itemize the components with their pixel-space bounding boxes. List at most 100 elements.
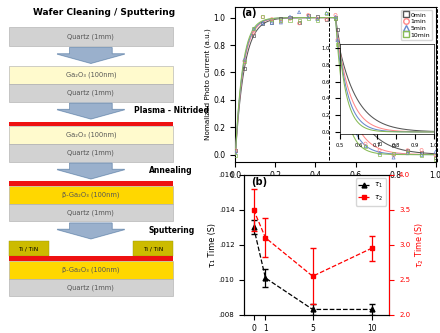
Point — [332, 15, 339, 21]
Point — [334, 27, 341, 32]
Point — [376, 148, 383, 153]
Point — [304, 12, 312, 18]
Polygon shape — [57, 163, 125, 179]
Point — [348, 91, 355, 96]
Point — [314, 14, 321, 19]
Point — [432, 155, 439, 160]
Point — [418, 147, 425, 153]
Point — [334, 42, 341, 47]
Point — [418, 153, 425, 158]
Point — [259, 14, 266, 19]
Point — [323, 10, 330, 16]
Text: Quartz (1mm): Quartz (1mm) — [67, 284, 114, 291]
Bar — [8, 279, 173, 296]
Point — [259, 14, 266, 20]
Point — [241, 66, 248, 71]
Bar — [8, 256, 173, 261]
Bar — [8, 122, 173, 126]
Text: Ti / TiN: Ti / TiN — [143, 246, 163, 251]
Text: Ga₂O₃ (100nm): Ga₂O₃ (100nm) — [66, 72, 116, 78]
Point — [362, 141, 369, 146]
Bar — [8, 144, 173, 162]
Point — [304, 16, 312, 21]
Legend: 0min, 1min, 5min, 10min: 0min, 1min, 5min, 10min — [401, 10, 433, 40]
Point — [362, 143, 369, 149]
Point — [241, 57, 248, 62]
Point — [432, 153, 439, 158]
Y-axis label: $\tau_2$ Time (S): $\tau_2$ Time (S) — [413, 222, 425, 268]
Point — [334, 38, 341, 43]
Point — [268, 19, 275, 25]
Bar — [8, 27, 173, 46]
Point — [232, 153, 239, 158]
Polygon shape — [57, 48, 125, 63]
Text: Quartz (1mm): Quartz (1mm) — [67, 209, 114, 216]
Point — [376, 141, 383, 146]
Point — [418, 150, 425, 155]
Point — [268, 20, 275, 26]
Point — [404, 148, 411, 153]
Point — [277, 16, 284, 21]
Point — [250, 33, 257, 38]
Point — [404, 150, 411, 156]
Point — [314, 16, 321, 21]
Point — [232, 150, 239, 155]
Point — [418, 152, 425, 158]
Point — [432, 149, 439, 155]
Polygon shape — [57, 223, 125, 239]
Point — [268, 17, 275, 22]
Point — [323, 11, 330, 17]
Point — [362, 122, 369, 127]
Point — [376, 152, 383, 157]
Bar — [8, 66, 173, 84]
Point — [332, 12, 339, 18]
Point — [348, 125, 355, 131]
Point — [250, 26, 257, 31]
Point — [323, 17, 330, 22]
Point — [314, 18, 321, 23]
Text: (a): (a) — [242, 8, 257, 18]
Y-axis label: τ₁ Time (S): τ₁ Time (S) — [208, 223, 217, 267]
Bar — [8, 204, 173, 221]
Legend: $\tau_1$, $\tau_2$: $\tau_1$, $\tau_2$ — [356, 178, 386, 206]
Point — [250, 30, 257, 35]
Text: Quartz (1mm): Quartz (1mm) — [67, 150, 114, 156]
Point — [404, 151, 411, 156]
Text: Ti / TiN: Ti / TiN — [18, 246, 39, 251]
Point — [348, 119, 355, 125]
Point — [334, 37, 341, 43]
Point — [286, 14, 293, 19]
Y-axis label: Nomalized Photo Current (a.u.): Nomalized Photo Current (a.u.) — [204, 28, 211, 140]
Point — [390, 155, 397, 160]
Point — [259, 21, 266, 26]
Point — [390, 151, 397, 156]
Polygon shape — [57, 103, 125, 119]
Bar — [8, 186, 173, 204]
Point — [296, 19, 303, 25]
Point — [286, 15, 293, 21]
Text: Wafer Cleaning / Sputtering: Wafer Cleaning / Sputtering — [33, 8, 175, 17]
Bar — [8, 84, 173, 102]
Point — [348, 107, 355, 112]
Bar — [8, 241, 49, 256]
Point — [390, 143, 397, 149]
Point — [332, 16, 339, 21]
Point — [323, 17, 330, 22]
Point — [304, 13, 312, 18]
Text: Quartz (1mm): Quartz (1mm) — [67, 90, 114, 96]
Text: Ga₂O₃ (100nm): Ga₂O₃ (100nm) — [66, 132, 116, 138]
Point — [362, 144, 369, 149]
Text: β-Ga₂O₃ (100nm): β-Ga₂O₃ (100nm) — [62, 267, 120, 273]
Text: Plasma - Nitrided: Plasma - Nitrided — [134, 106, 209, 116]
Point — [277, 17, 284, 23]
Text: Quartz (1mm): Quartz (1mm) — [67, 33, 114, 40]
Bar — [8, 181, 173, 186]
X-axis label: Time (min): Time (min) — [313, 186, 358, 195]
Point — [277, 19, 284, 24]
Point — [277, 20, 284, 25]
Point — [296, 21, 303, 26]
Point — [332, 14, 339, 20]
Point — [404, 148, 411, 153]
Bar — [8, 126, 173, 144]
Point — [296, 18, 303, 23]
